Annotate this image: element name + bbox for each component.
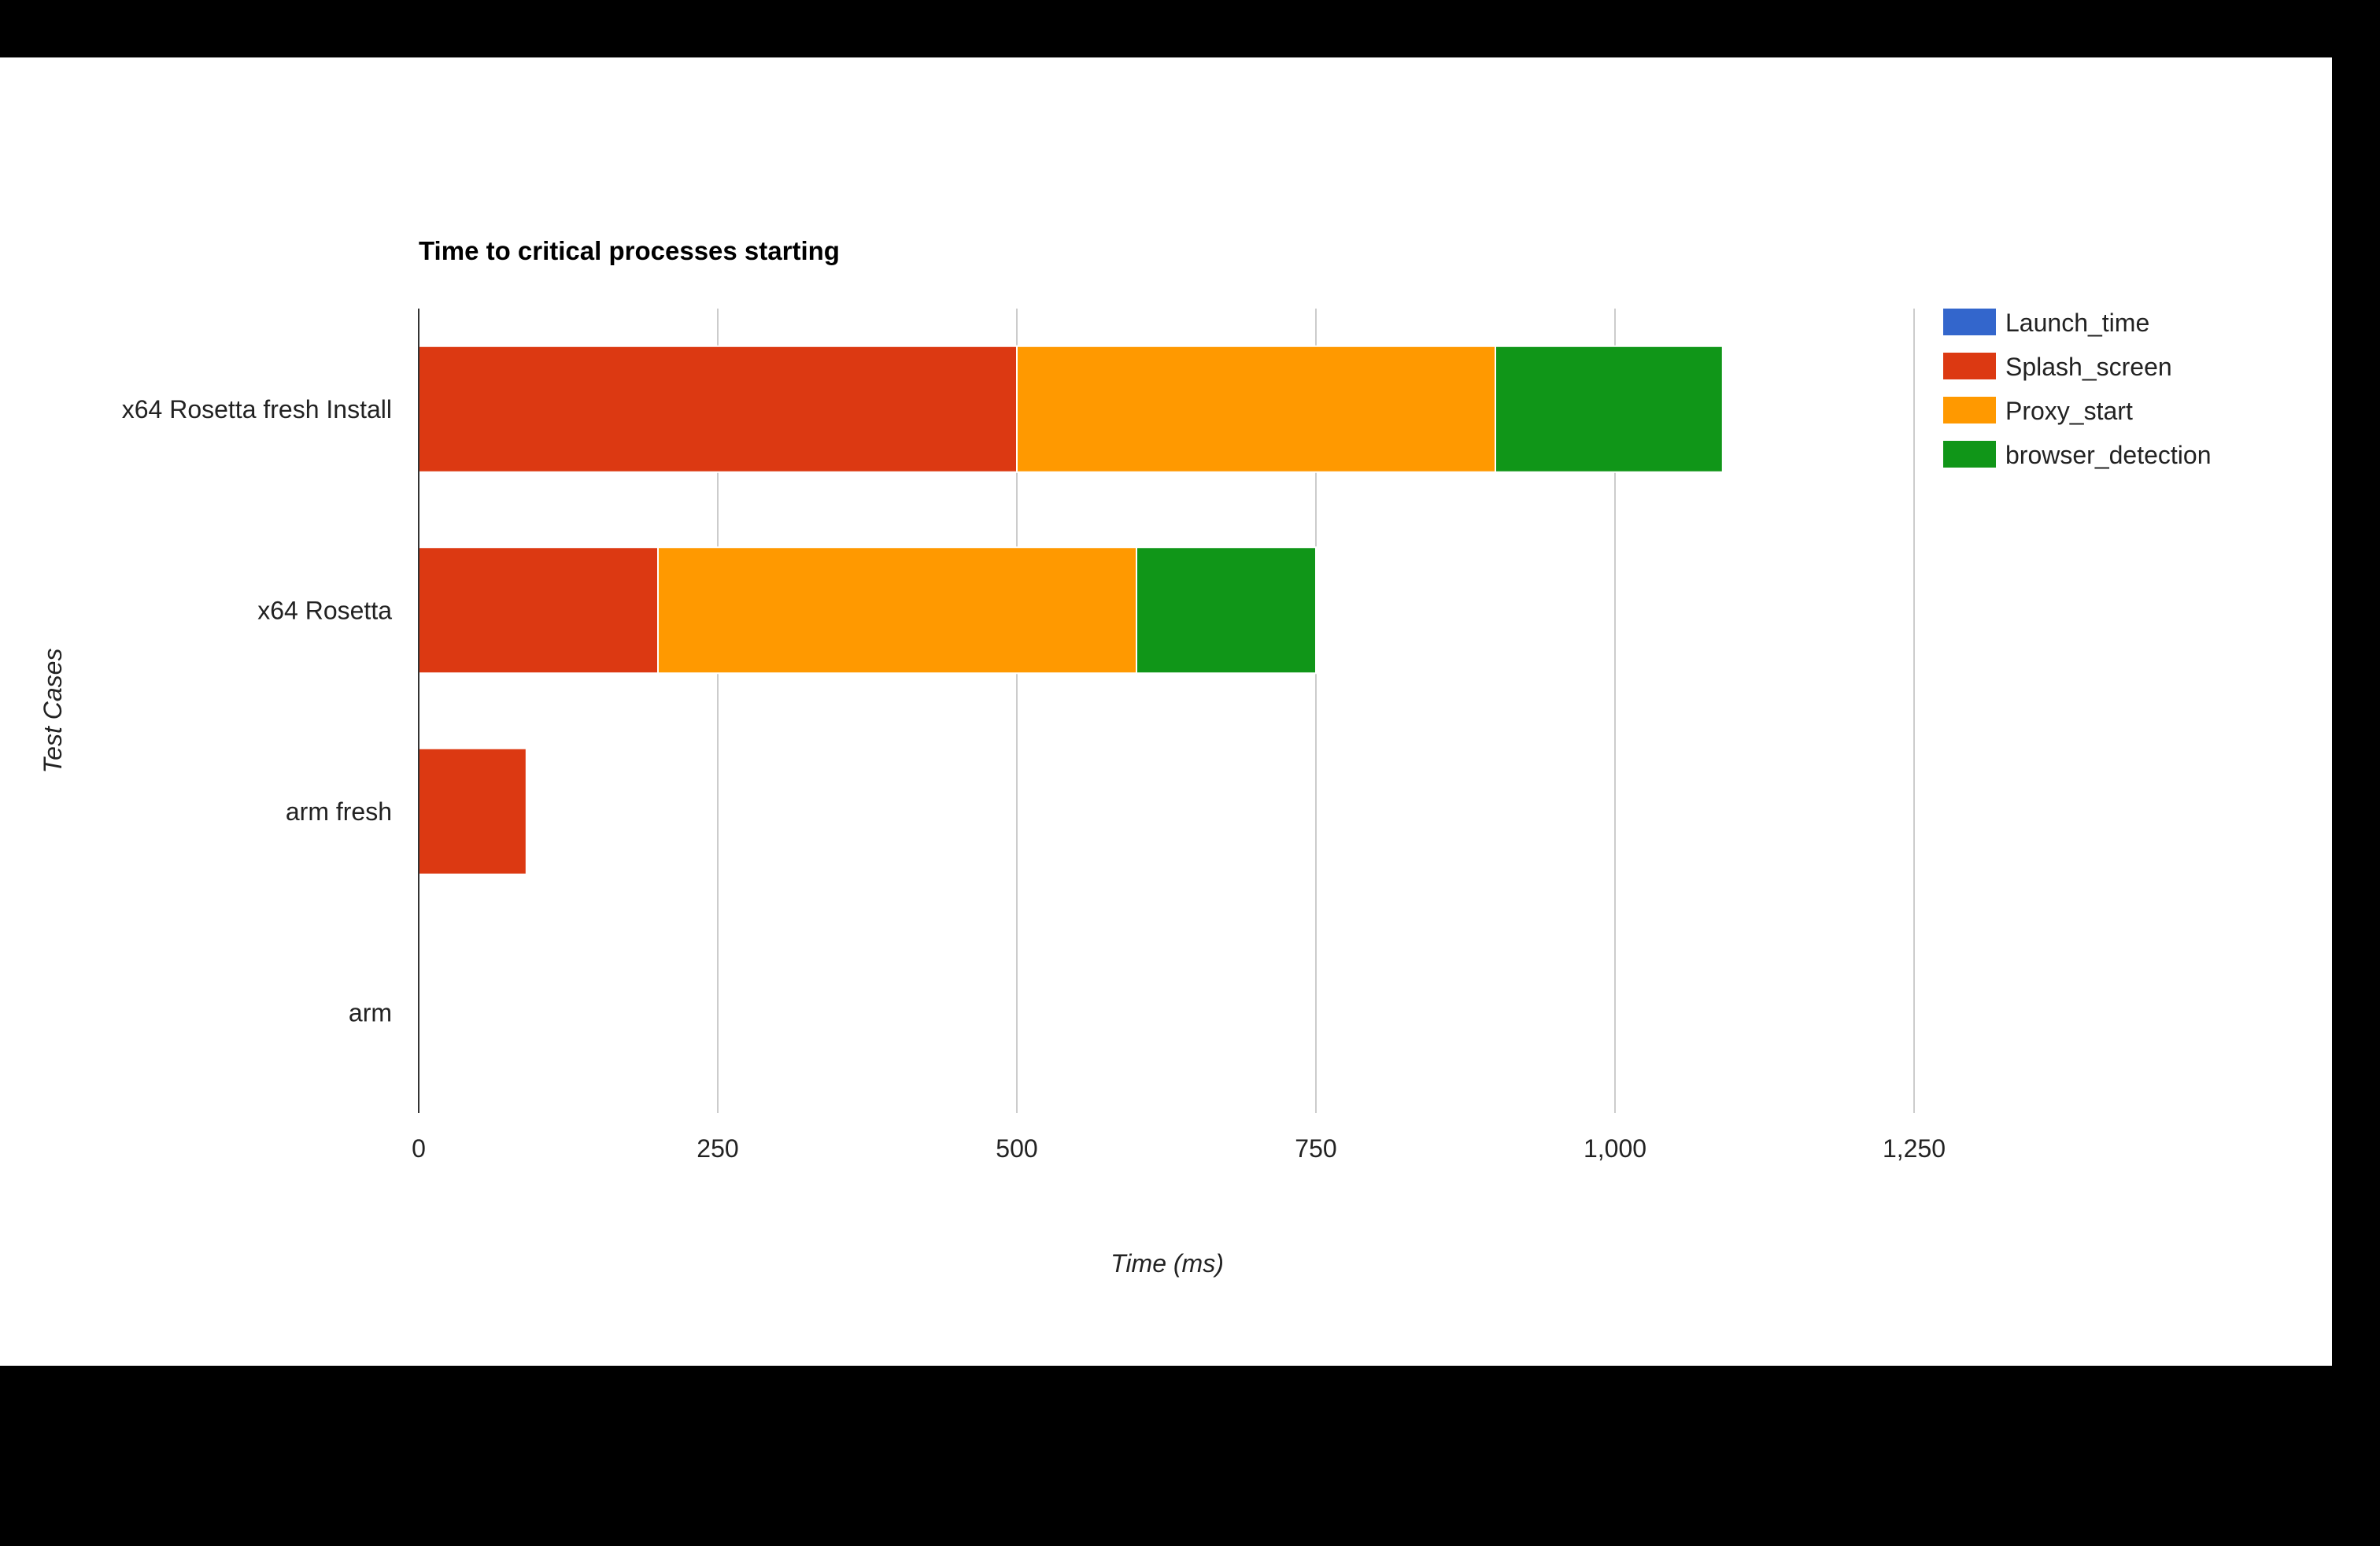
- legend-swatch: [1943, 309, 1996, 335]
- x-tick-label: 1,000: [1584, 1134, 1646, 1163]
- x-tick-label: 750: [1295, 1134, 1336, 1163]
- category-label: arm fresh: [286, 797, 392, 826]
- legend-label: browser_detection: [2005, 441, 2211, 469]
- legend-swatch: [1943, 441, 1996, 468]
- bar-segment: [1136, 546, 1317, 675]
- y-axis-title: Test Cases: [39, 649, 67, 774]
- legend-swatch: [1943, 353, 1996, 379]
- x-axis-title: Time (ms): [1111, 1249, 1224, 1278]
- category-label: x64 Rosetta fresh Install: [122, 395, 392, 423]
- bar-segment: [418, 747, 527, 875]
- x-tick-label: 500: [996, 1134, 1037, 1163]
- legend-label: Splash_screen: [2005, 353, 2172, 381]
- bar-segment: [657, 546, 1137, 675]
- chart-title: Time to critical processes starting: [419, 236, 840, 265]
- bar-segment: [418, 546, 659, 675]
- bar-segment: [1016, 345, 1496, 473]
- legend-swatch: [1943, 397, 1996, 423]
- legend-label: Proxy_start: [2005, 397, 2133, 425]
- legend-label: Launch_time: [2005, 309, 2149, 337]
- x-tick-label: 250: [697, 1134, 738, 1163]
- category-label: x64 Rosetta: [257, 596, 392, 624]
- legend: Launch_time Splash_screen Proxy_startbrows…: [1943, 309, 2211, 469]
- bar-segment: [418, 345, 1018, 473]
- chart-panel: [0, 57, 2332, 1366]
- category-label: arm: [349, 998, 392, 1026]
- category-labels: x64 Rosetta fresh Install x64 Rosetta arm …: [122, 395, 392, 1027]
- x-tick-label: 1,250: [1883, 1134, 1946, 1163]
- bar-segment: [1495, 345, 1724, 473]
- x-tick-labels: 0 250 500 750 1,000 1,250: [412, 1134, 1946, 1163]
- bars: [418, 345, 1724, 875]
- x-tick-label: 0: [412, 1134, 426, 1163]
